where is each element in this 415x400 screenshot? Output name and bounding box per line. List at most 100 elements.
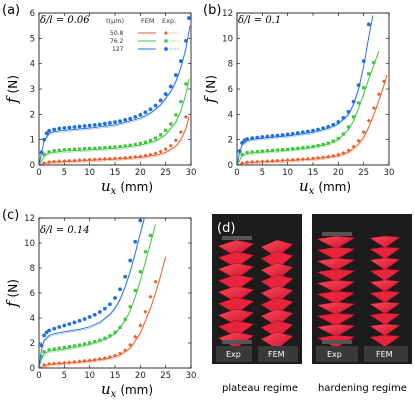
y-axis-unit: (N) bbox=[204, 75, 218, 93]
y-tick-label: 12 bbox=[24, 214, 35, 224]
legend-header-thickness: t(μm) bbox=[106, 17, 124, 25]
exp-point-50-8 bbox=[47, 362, 52, 366]
y-tick-label: 4 bbox=[30, 60, 35, 70]
exp-point-76-2 bbox=[128, 143, 132, 147]
exp-point-50-8 bbox=[128, 342, 133, 347]
exp-point-50-8 bbox=[57, 361, 62, 366]
exp-point-127 bbox=[92, 312, 97, 317]
exp-point-50-8 bbox=[361, 130, 366, 135]
exp-point-76-2 bbox=[321, 142, 325, 147]
exp-point-76-2 bbox=[57, 346, 61, 350]
exp-point-76-2 bbox=[291, 147, 295, 151]
tag-bg-exp-2 bbox=[316, 346, 358, 362]
exp-point-127 bbox=[42, 137, 46, 142]
exp-point-76-2 bbox=[301, 146, 305, 150]
exp-point-50-8 bbox=[107, 355, 112, 359]
annotation-a: δ/l = 0.06 bbox=[40, 15, 90, 26]
exp-point-50-8 bbox=[128, 155, 133, 160]
exp-point-127 bbox=[237, 163, 239, 165]
exp-point-127 bbox=[321, 126, 326, 131]
exp-point-50-8 bbox=[72, 359, 77, 364]
panel-label-a: (a) bbox=[2, 3, 20, 18]
exp-point-127 bbox=[250, 136, 255, 141]
exp-point-50-8 bbox=[245, 160, 250, 165]
exp-point-76-2 bbox=[77, 343, 82, 347]
y-tick-label: 10 bbox=[24, 239, 35, 249]
exp-point-50-8 bbox=[113, 156, 117, 161]
exp-point-76-2 bbox=[169, 122, 173, 126]
origami-fem-plateau-panel bbox=[260, 331, 294, 350]
x-tick-label: 15 bbox=[110, 168, 121, 178]
exp-point-50-8 bbox=[148, 294, 153, 299]
origami-exp-hardening-panel bbox=[316, 301, 356, 316]
exp-point-127 bbox=[72, 125, 77, 129]
legend-exp-marker bbox=[164, 31, 168, 35]
origami-fem-hardening-panel bbox=[369, 257, 401, 271]
origami-exp-hardening-panel bbox=[316, 257, 356, 272]
exp-point-76-2 bbox=[118, 144, 122, 149]
exp-point-76-2 bbox=[113, 330, 117, 334]
exp-point-76-2 bbox=[42, 350, 46, 354]
exp-point-50-8 bbox=[123, 155, 128, 160]
specimen-end-plate bbox=[222, 340, 252, 344]
exp-point-50-8 bbox=[336, 152, 341, 157]
exp-point-50-8 bbox=[133, 334, 138, 339]
exp-point-76-2 bbox=[260, 149, 264, 153]
exp-point-127 bbox=[260, 135, 265, 139]
exp-point-127 bbox=[153, 103, 158, 108]
y-tick-label: 6 bbox=[228, 85, 233, 95]
exp-point-50-8 bbox=[92, 357, 97, 362]
origami-specimen-images bbox=[217, 232, 401, 350]
exp-point-127 bbox=[57, 325, 62, 329]
exp-point-76-2 bbox=[346, 125, 351, 129]
y-tick-label: 0 bbox=[30, 161, 35, 171]
exp-point-127 bbox=[44, 131, 49, 136]
x-tick-label: 15 bbox=[110, 371, 121, 381]
exp-point-127 bbox=[39, 366, 41, 368]
annotation-c: δ/l = 0.14 bbox=[40, 225, 90, 236]
fem-line-76-2 bbox=[39, 224, 156, 368]
exp-point-76-2 bbox=[138, 141, 142, 146]
origami-fem-hardening-panel bbox=[369, 301, 401, 315]
exp-point-50-8 bbox=[87, 358, 92, 363]
plot-area-c: 0 5 10 15 20 25 30 0 2 4 6 8 10 12 ux (mm) f (N) bbox=[3, 214, 196, 400]
exp-point-76-2 bbox=[306, 145, 310, 149]
exp-point-127 bbox=[77, 318, 82, 323]
exp-point-50-8 bbox=[102, 356, 107, 361]
exp-point-76-2 bbox=[357, 101, 361, 105]
exp-point-50-8 bbox=[265, 159, 270, 164]
exp-point-127 bbox=[77, 124, 82, 129]
exp-point-76-2 bbox=[159, 133, 163, 137]
origami-fem-hardening-panel bbox=[369, 312, 401, 326]
exp-point-50-8 bbox=[240, 161, 245, 165]
fem-line-band-76-2 bbox=[39, 80, 190, 165]
exp-point-50-8 bbox=[376, 92, 381, 97]
legend-entry-50-8: 50.8 bbox=[110, 30, 124, 37]
exp-point-127 bbox=[138, 218, 143, 223]
exp-point-127 bbox=[97, 122, 102, 127]
exp-point-76-2 bbox=[240, 152, 244, 156]
exp-point-127 bbox=[265, 134, 270, 139]
exp-point-50-8 bbox=[62, 360, 67, 365]
exp-point-127 bbox=[113, 296, 117, 300]
exp-point-50-8 bbox=[331, 153, 336, 158]
exp-point-50-8 bbox=[47, 159, 52, 164]
photo-tag-exp-plateau: Exp bbox=[226, 350, 241, 359]
exp-point-127 bbox=[280, 133, 285, 137]
exp-point-76-2 bbox=[123, 317, 127, 321]
exp-point-50-8 bbox=[133, 154, 138, 159]
exp-point-76-2 bbox=[62, 148, 66, 152]
x-tick-label: 10 bbox=[282, 168, 293, 178]
caption-plateau-regime: plateau regime bbox=[222, 383, 298, 394]
exp-point-50-8 bbox=[366, 118, 371, 123]
exp-point-127 bbox=[178, 59, 183, 64]
exp-point-76-2 bbox=[128, 305, 132, 309]
exp-point-50-8 bbox=[82, 358, 87, 363]
x-axis-symbol: u bbox=[101, 177, 111, 195]
x-axis-label: ux (mm) bbox=[101, 177, 153, 197]
y-axis-unit: (N) bbox=[6, 279, 20, 297]
exp-point-127 bbox=[163, 92, 168, 96]
exp-point-76-2 bbox=[72, 344, 77, 348]
fem-line-band-76-2 bbox=[39, 225, 156, 368]
y-tick-label: 4 bbox=[30, 314, 35, 324]
